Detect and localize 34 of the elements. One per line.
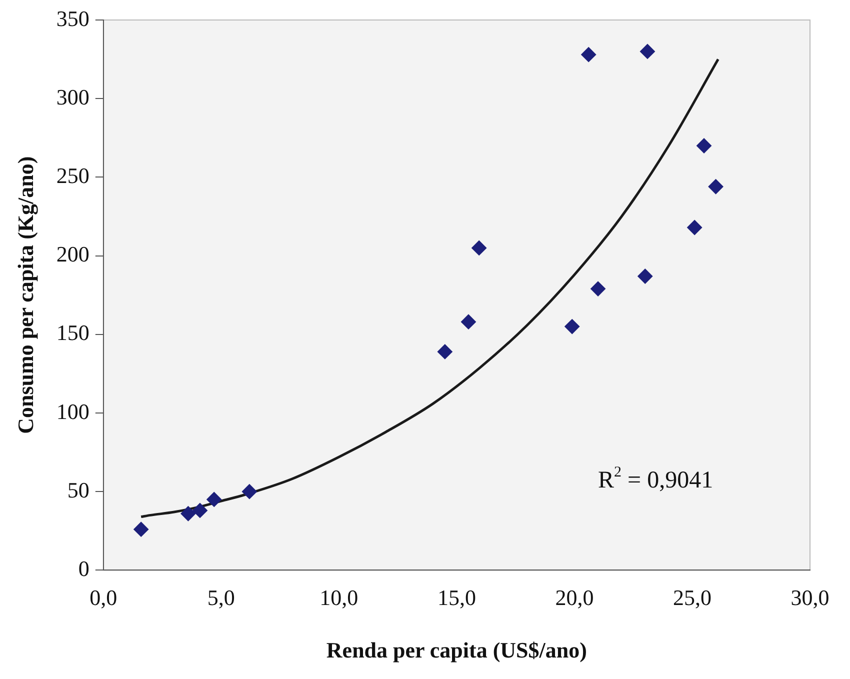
point: [687, 220, 702, 236]
y-tick-label: 350: [56, 6, 90, 31]
y-tick-label: 300: [56, 84, 90, 110]
y-tick-label: 100: [56, 398, 90, 424]
point: [564, 319, 580, 334]
point: [192, 502, 208, 518]
y-tick-label: 200: [56, 242, 90, 267]
point: [708, 179, 724, 194]
x-tick-label: 20,0: [555, 585, 594, 610]
point: [590, 281, 606, 296]
point: [134, 522, 149, 537]
point: [696, 138, 712, 154]
point: [638, 268, 653, 284]
y-tick-label: 50: [67, 477, 90, 502]
point: [581, 47, 596, 62]
x-tick-label: 5,0: [207, 585, 235, 610]
point: [640, 44, 655, 59]
line-series: [140, 58, 720, 518]
point: [180, 506, 196, 522]
x-tick-label: 30,0: [790, 585, 830, 610]
y-tick-label: 150: [56, 320, 90, 346]
point: [437, 344, 452, 360]
point: [206, 492, 222, 507]
x-axis-title: Renda per capita (US$/ano): [326, 637, 587, 662]
x-tick-label: 15,0: [437, 585, 476, 610]
point: [460, 314, 476, 330]
y-axis-title: Consumo per capita (Kg/ano): [12, 156, 38, 434]
point: [472, 240, 487, 256]
y-tick-label: 0: [78, 556, 90, 581]
x-tick-label: 0,0: [90, 585, 118, 610]
x-tick-label: 10,0: [320, 585, 358, 610]
point: [242, 484, 257, 500]
x-tick-label: 25,0: [672, 585, 712, 610]
y-tick-label: 250: [56, 162, 90, 188]
